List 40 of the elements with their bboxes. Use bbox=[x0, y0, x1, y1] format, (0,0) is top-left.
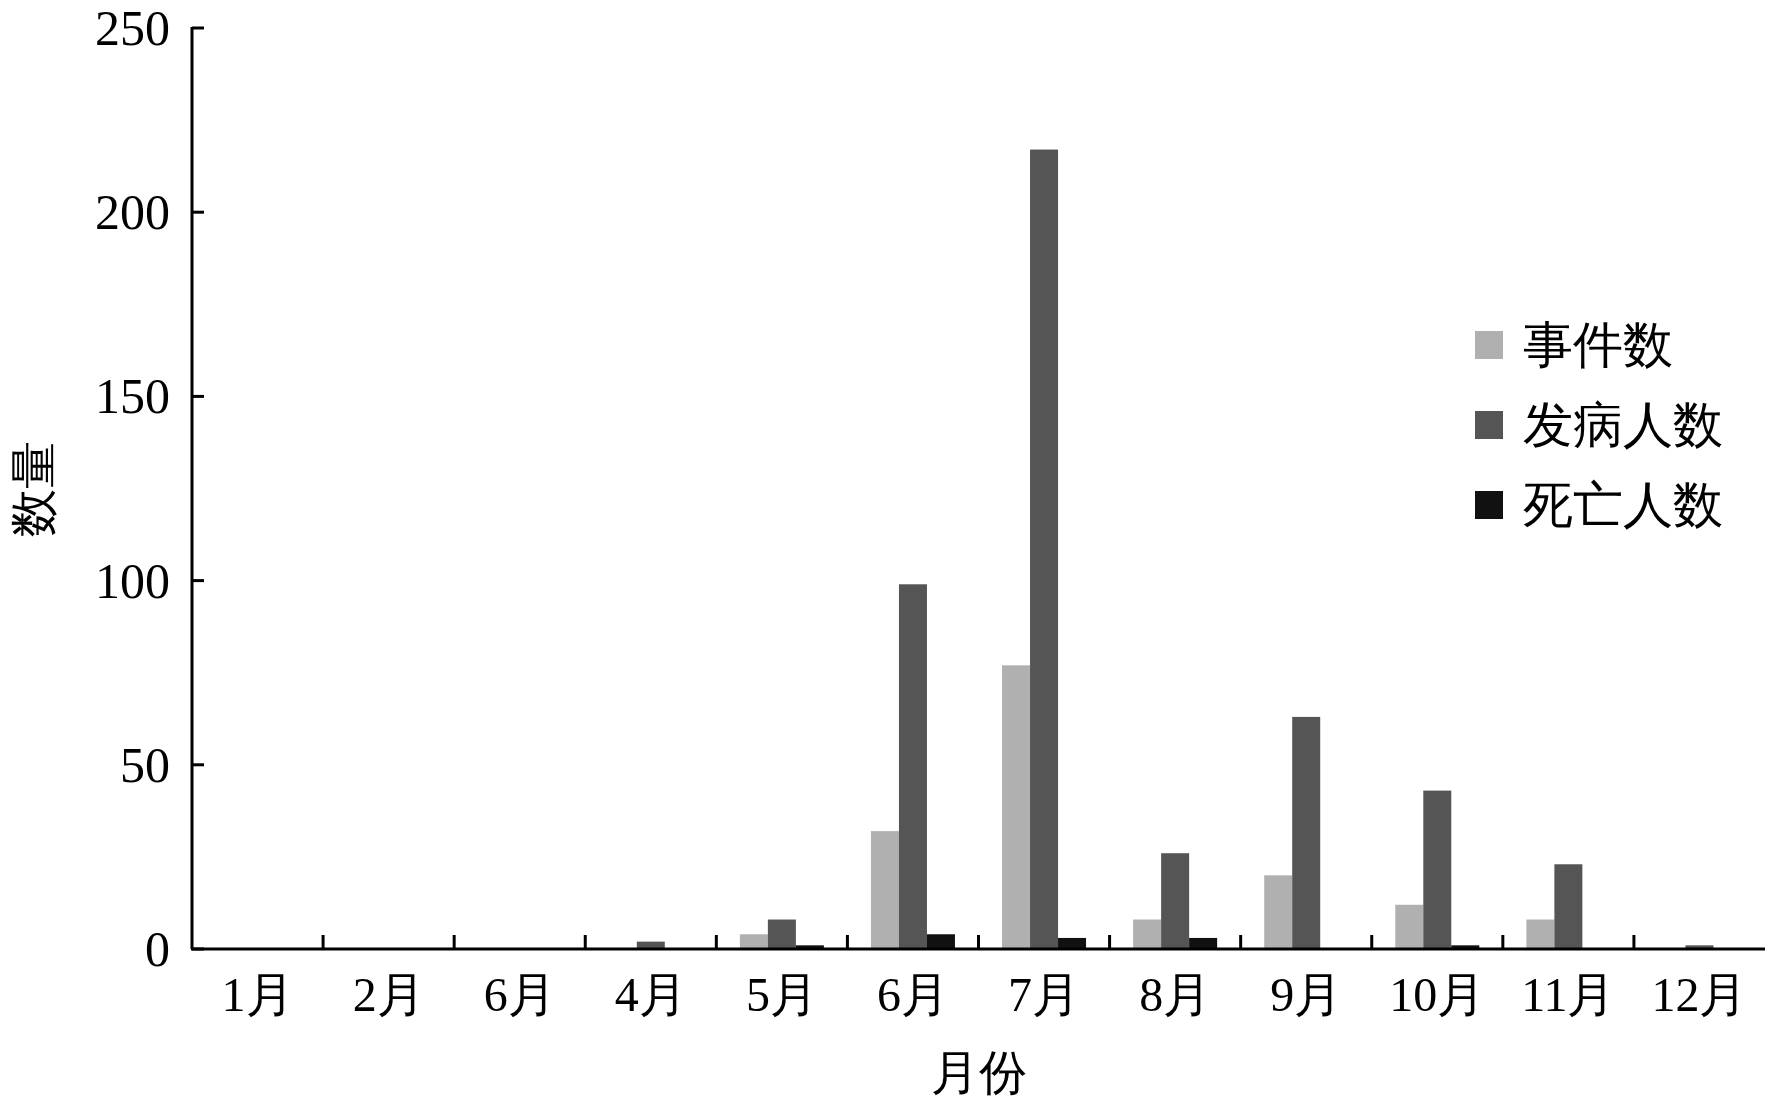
legend-label: 事件数 bbox=[1523, 317, 1673, 373]
y-tick-label: 200 bbox=[95, 184, 170, 241]
y-tick-label: 150 bbox=[95, 368, 170, 425]
bar bbox=[1030, 149, 1059, 949]
x-tick-label: 12月 bbox=[1651, 968, 1748, 1021]
bar bbox=[1526, 919, 1555, 949]
y-tick-label: 250 bbox=[95, 0, 170, 56]
x-tick-label: 4月 bbox=[614, 968, 687, 1021]
x-tick-label: 6月 bbox=[483, 968, 556, 1021]
x-tick-label: 2月 bbox=[352, 968, 425, 1021]
legend-label: 发病人数 bbox=[1523, 397, 1723, 453]
bar bbox=[926, 934, 955, 949]
bar bbox=[739, 934, 768, 949]
x-tick-label: 5月 bbox=[745, 968, 818, 1021]
x-tick-label: 7月 bbox=[1008, 968, 1081, 1021]
x-tick-label: 10月 bbox=[1389, 968, 1486, 1021]
y-axis-title: 数量 bbox=[7, 440, 60, 537]
bar bbox=[1264, 875, 1293, 949]
bar bbox=[1058, 937, 1087, 949]
bar bbox=[1002, 665, 1031, 949]
x-tick-label: 6月 bbox=[876, 968, 949, 1021]
bar bbox=[1161, 853, 1190, 949]
bar bbox=[1554, 864, 1583, 949]
x-tick-label: 9月 bbox=[1270, 968, 1343, 1021]
bar bbox=[1133, 919, 1162, 949]
x-axis-title: 月份 bbox=[930, 1046, 1027, 1099]
y-tick-label: 50 bbox=[120, 736, 170, 793]
x-tick-label: 11月 bbox=[1521, 968, 1616, 1021]
bar bbox=[1395, 904, 1424, 949]
bar bbox=[767, 919, 796, 949]
y-tick-label: 0 bbox=[145, 921, 170, 977]
bar bbox=[870, 831, 899, 949]
bar bbox=[1189, 937, 1218, 949]
y-tick-label: 100 bbox=[95, 552, 170, 609]
bar bbox=[898, 584, 927, 949]
legend-label: 死亡人数 bbox=[1523, 477, 1723, 533]
x-tick-label: 1月 bbox=[221, 968, 294, 1021]
x-tick-label: 8月 bbox=[1139, 968, 1212, 1021]
bar bbox=[1292, 716, 1321, 949]
bar bbox=[1423, 790, 1452, 949]
